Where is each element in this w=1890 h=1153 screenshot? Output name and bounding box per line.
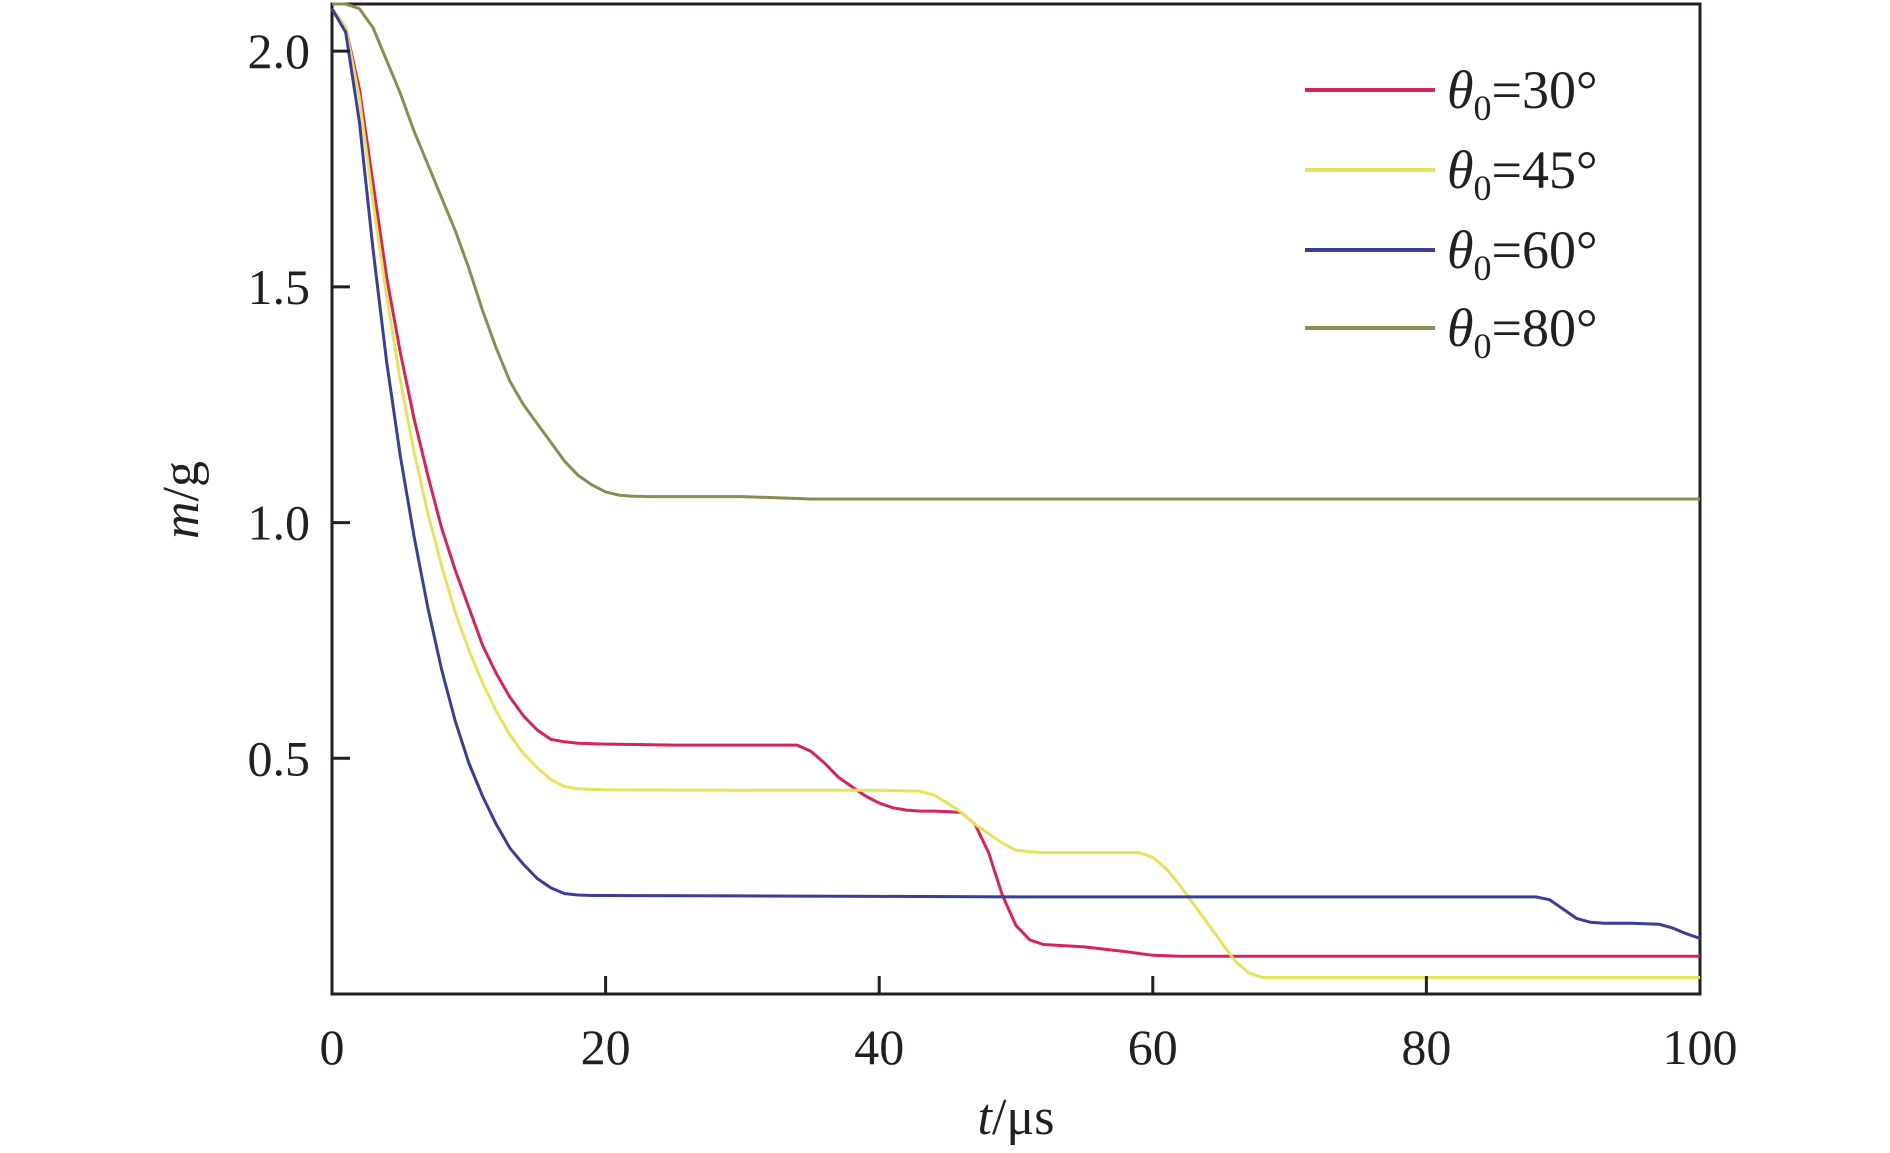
x-tick-label: 40 (854, 1019, 904, 1075)
x-axis-unit: /μs (992, 1089, 1055, 1146)
x-tick-label: 100 (1663, 1019, 1738, 1075)
y-tick-label: 0.5 (248, 730, 311, 786)
y-axis-unit: /g (153, 461, 210, 501)
x-tick-label: 80 (1401, 1019, 1451, 1075)
x-axis-title: t/μs (977, 1089, 1054, 1146)
legend-label: θ0=60° (1447, 220, 1598, 288)
series-line-0 (330, 7, 1700, 958)
series-layer (330, 2, 1701, 979)
series-line-2 (330, 7, 1701, 940)
legend-entry: θ0=30° (1305, 60, 1598, 128)
y-tick-label: 1.0 (248, 495, 311, 551)
x-tick-label: 60 (1128, 1019, 1178, 1075)
legend-entry: θ0=80° (1305, 298, 1598, 366)
y-axis-ticks: 0.5 1.0 1.5 2.0 (248, 23, 350, 786)
series-line-3 (332, 2, 1700, 501)
y-tick-label: 2.0 (248, 23, 311, 79)
y-tick-label: 1.5 (248, 259, 311, 315)
legend: θ0=30° θ0=45° θ0=60° θ0=80° (1305, 60, 1598, 366)
legend-entry: θ0=45° (1305, 140, 1598, 208)
x-axis-symbol: t (977, 1089, 993, 1146)
legend-label: θ0=30° (1447, 60, 1598, 128)
y-axis-title: m/g (153, 461, 210, 539)
y-axis-symbol: m (153, 501, 210, 539)
x-axis-ticks: 0 20 40 60 80 100 (320, 976, 1738, 1075)
legend-label: θ0=80° (1447, 298, 1598, 366)
series-line-1 (330, 7, 1700, 979)
legend-entry: θ0=60° (1305, 220, 1598, 288)
x-tick-label: 20 (581, 1019, 631, 1075)
legend-label: θ0=45° (1447, 140, 1598, 208)
x-tick-label: 0 (320, 1019, 345, 1075)
